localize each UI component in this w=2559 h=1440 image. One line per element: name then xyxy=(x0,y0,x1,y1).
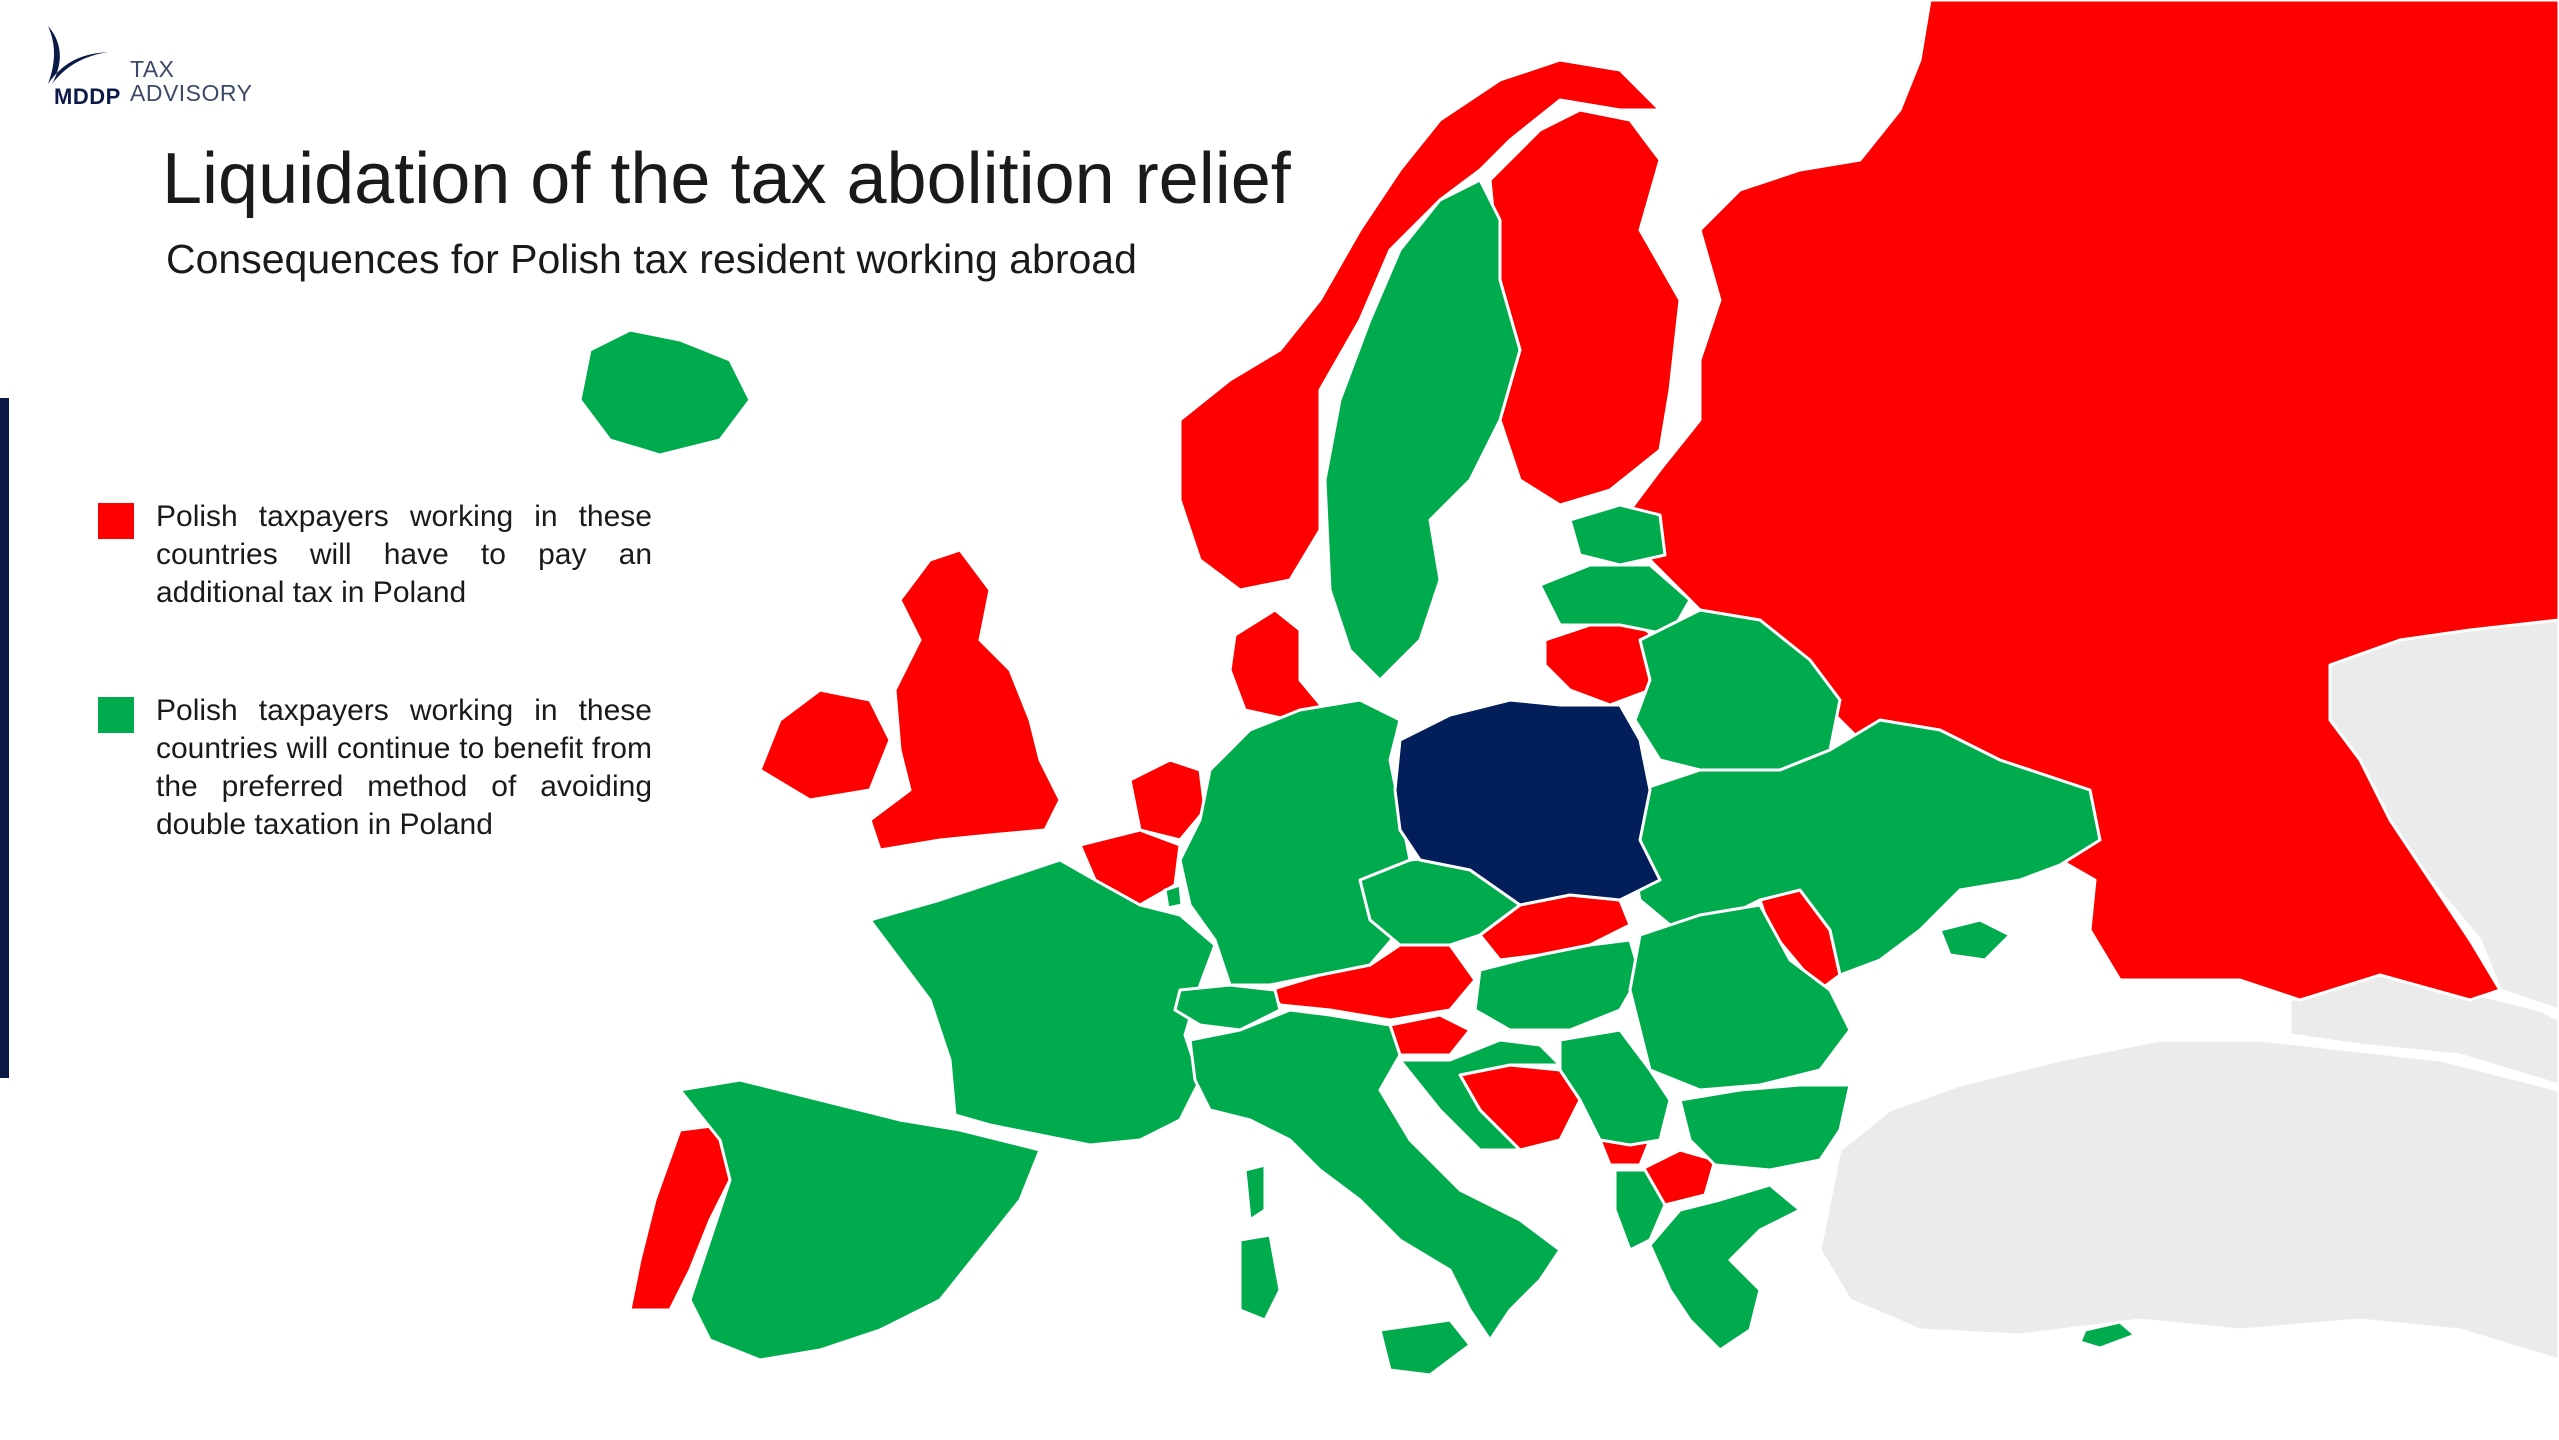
denmark xyxy=(1228,608,1327,722)
poland xyxy=(1393,698,1662,907)
finland xyxy=(1488,108,1682,507)
serbia xyxy=(1558,1028,1672,1147)
legend-swatch-green xyxy=(98,697,134,733)
switzerland xyxy=(1173,983,1282,1032)
legend-label: Polish taxpayers working in these countr… xyxy=(156,500,652,609)
logo-tagline-line2: ADVISORY xyxy=(130,80,253,106)
norway xyxy=(1178,58,1662,592)
italy xyxy=(1188,1008,1562,1342)
company-logo: MDDP TAX ADVISORY xyxy=(34,22,264,112)
legend-swatch-red xyxy=(98,503,134,539)
left-accent-bar xyxy=(0,398,9,1078)
page-title: Liquidation of the tax abolition relief xyxy=(162,139,1291,219)
logo-brand: MDDP xyxy=(54,84,121,109)
corsica xyxy=(1243,1163,1267,1222)
france xyxy=(868,858,1217,1147)
albania xyxy=(1613,1168,1667,1252)
estonia xyxy=(1568,503,1667,567)
turkey xyxy=(1818,1038,2559,1362)
russia xyxy=(1628,0,2559,1002)
sardinia xyxy=(1238,1233,1282,1322)
logo-tagline-line1: TAX xyxy=(130,56,175,82)
united-kingdom xyxy=(868,548,1062,852)
crimea xyxy=(1938,918,2012,962)
legend-label: Polish taxpayers working in these countr… xyxy=(156,694,652,841)
ireland xyxy=(758,688,892,802)
croatia xyxy=(1398,1038,1562,1152)
cyprus xyxy=(2078,1320,2137,1350)
sweden xyxy=(1323,178,1522,682)
germany xyxy=(1178,698,1412,987)
swoosh-icon xyxy=(48,26,108,84)
sicily xyxy=(1378,1318,1472,1377)
page-subtitle: Consequences for Polish tax resident wor… xyxy=(166,236,1137,282)
bulgaria xyxy=(1678,1083,1852,1172)
latvia xyxy=(1538,563,1692,637)
iceland xyxy=(578,328,752,457)
romania xyxy=(1628,903,1852,1092)
netherlands xyxy=(1128,758,1207,842)
greece xyxy=(1648,1183,1802,1352)
luxembourg xyxy=(1163,883,1184,910)
slovenia xyxy=(1388,1013,1472,1057)
spain xyxy=(678,1078,1042,1362)
